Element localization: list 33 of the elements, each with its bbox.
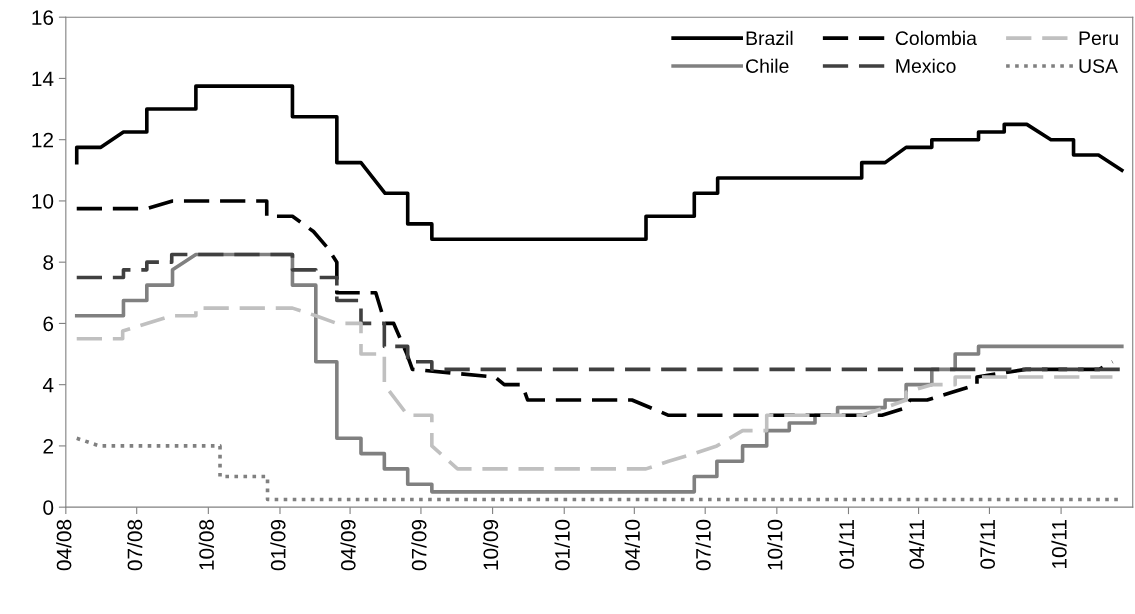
x-tick-label: 04/11: [908, 519, 925, 569]
x-tick-label: 07/10: [695, 519, 711, 571]
y-tick-label: 6: [43, 316, 54, 332]
x-tick-label: 01/11: [838, 519, 855, 569]
x-tick-label: 10/11: [1051, 519, 1067, 568]
y-tick-label: 16: [32, 10, 54, 25]
line-series: [74, 199, 1115, 418]
y-tick-label: 10: [32, 193, 54, 209]
line-series: [74, 84, 1124, 242]
x-tick-label: 10/08: [198, 519, 214, 570]
legend-label: Peru: [1079, 31, 1118, 46]
legend-label: USA: [1079, 59, 1118, 73]
x-tick-label: 10/10: [767, 519, 783, 570]
legend-label: Colombia: [895, 30, 977, 46]
x-tick-label: 04/08: [56, 519, 72, 571]
x-tick-label: 01/10: [554, 519, 570, 571]
x-tick-label: 07/11: [979, 519, 996, 569]
y-tick-label: 8: [43, 255, 54, 270]
x-tick-label: 07/08: [126, 519, 143, 571]
legend-label: Chile: [746, 58, 789, 73]
y-tick-label: 0: [43, 500, 54, 515]
x-tick-label: 07/09: [411, 519, 427, 571]
legend-label: Brazil: [746, 30, 793, 46]
x-tick-label: 01/09: [270, 519, 286, 571]
line-series: [74, 306, 1115, 471]
y-tick-label: 14: [32, 71, 54, 86]
y-tick-label: 4: [42, 377, 54, 393]
y-tick-label: 12: [32, 132, 53, 148]
legend-label: Mexico: [896, 58, 956, 73]
y-tick-label: 2: [43, 438, 53, 454]
x-tick-label: 04/09: [340, 519, 356, 571]
x-tick-label: 10/09: [482, 519, 499, 570]
x-tick-label: 04/10: [624, 519, 640, 571]
